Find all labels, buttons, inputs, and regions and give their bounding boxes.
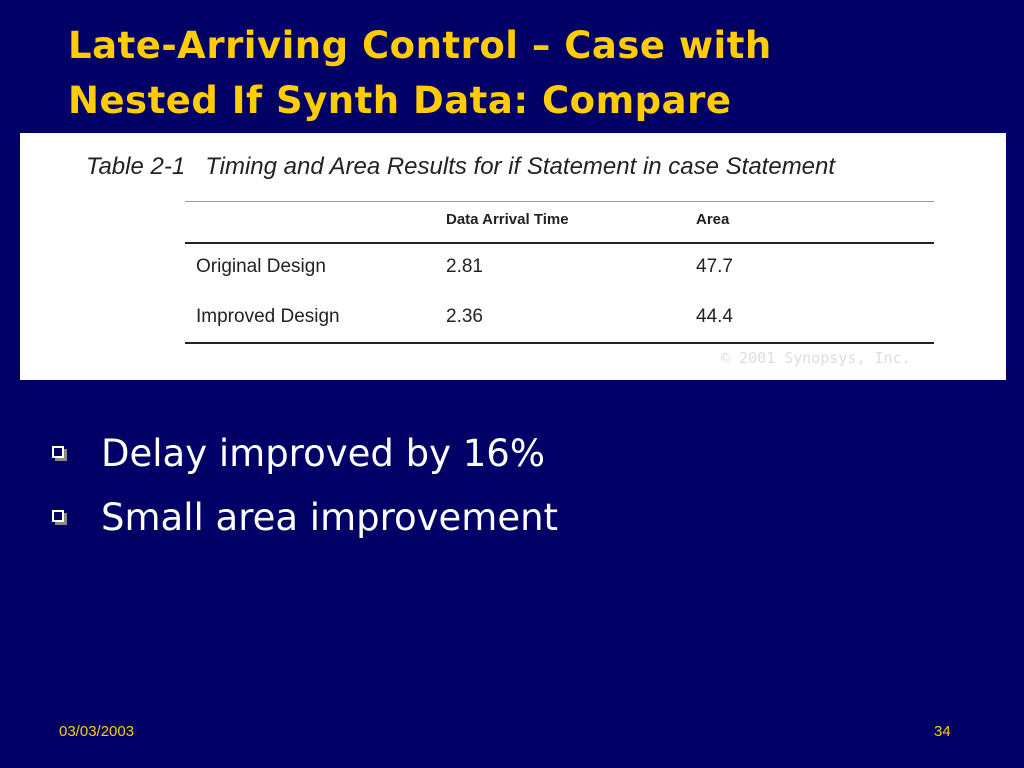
bullet-text: Small area improvement — [101, 496, 559, 539]
page-number: 34 — [934, 723, 951, 740]
copyright-notice: © 2001 Synopsys, Inc. — [721, 349, 911, 367]
table-caption: Table 2-1 Timing and Area Results for if … — [86, 153, 835, 181]
slide-title-line-2: Nested If Synth Data: Compare — [68, 79, 732, 122]
results-table-figure: Table 2-1 Timing and Area Results for if … — [20, 133, 1006, 380]
table-caption-title: Timing and Area Results for if Statement… — [205, 153, 836, 180]
footer-date: 03/03/2003 — [59, 723, 135, 740]
square-bullet-icon — [52, 510, 64, 522]
slide-title-line-1: Late-Arriving Control – Case with — [68, 24, 772, 67]
header-data-arrival-time: Data Arrival Time — [446, 211, 569, 228]
row-improved-design-label: Improved Design — [196, 306, 340, 327]
bullet-text: Delay improved by 16% — [101, 432, 545, 475]
square-bullet-icon — [52, 446, 64, 458]
table-caption-label: Table 2-1 — [86, 153, 186, 180]
row-original-design-label: Original Design — [196, 256, 326, 277]
row-original-design-area: 47.7 — [696, 256, 733, 277]
row-improved-design-arrival: 2.36 — [446, 306, 483, 327]
table-top-rule — [185, 201, 934, 202]
row-improved-design-area: 44.4 — [696, 306, 733, 327]
header-area: Area — [696, 211, 730, 228]
slide-title: Late-Arriving Control – Case with Nested… — [68, 18, 968, 128]
row-original-design-arrival: 2.81 — [446, 256, 483, 277]
table-bottom-rule — [185, 342, 934, 344]
table-header-rule — [185, 242, 934, 244]
